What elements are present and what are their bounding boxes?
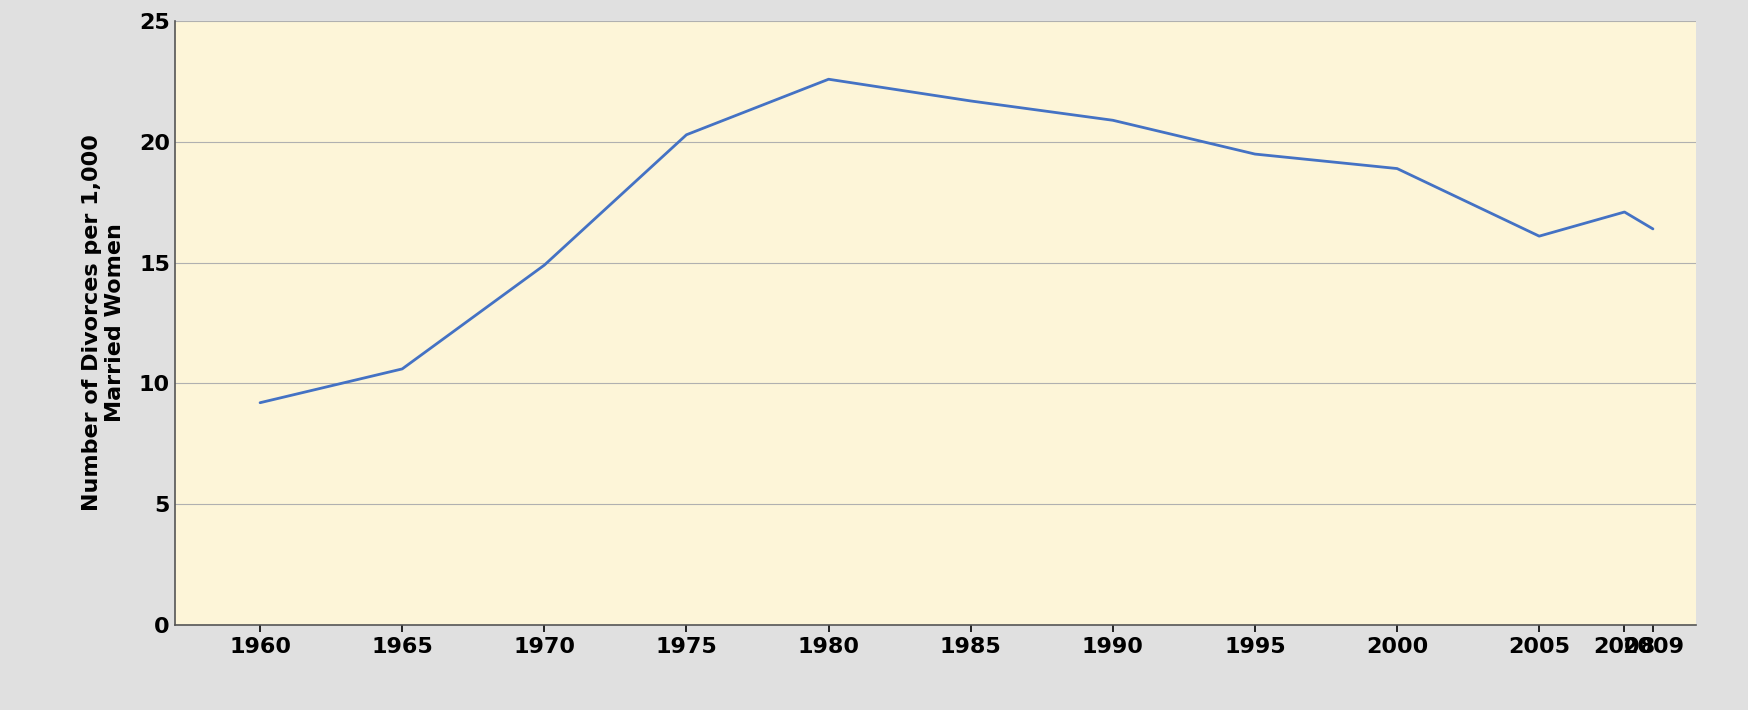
Y-axis label: Number of Divorces per 1,000
Married Women: Number of Divorces per 1,000 Married Wom… [82, 135, 124, 511]
